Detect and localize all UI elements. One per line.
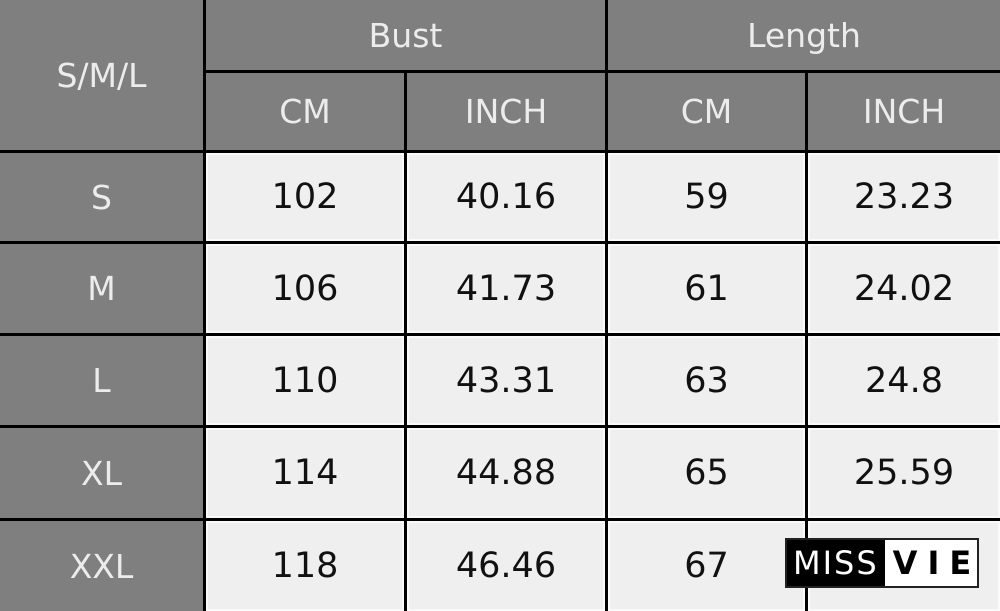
table-cell: 25.59: [808, 428, 1000, 518]
table-cell: 102: [206, 153, 404, 241]
table-cell: 118: [206, 521, 404, 611]
table-cell: 65: [608, 428, 805, 518]
table-cell: 24.8: [808, 336, 1000, 425]
table-cell: 63: [608, 336, 805, 425]
table-cell: 106: [206, 244, 404, 333]
header-unit: CM: [206, 73, 404, 150]
header-bust: Bust: [206, 0, 605, 70]
table-cell: 61: [608, 244, 805, 333]
row-size-label: M: [0, 244, 203, 333]
table-cell: 110: [206, 336, 404, 425]
table-cell: 44.88: [407, 428, 605, 518]
table-cell: 114: [206, 428, 404, 518]
logo-part-vie: VIE: [892, 544, 982, 582]
header-unit: INCH: [808, 73, 1000, 150]
table-cell: 67: [608, 521, 805, 611]
table-cell: 23.23: [808, 153, 1000, 241]
row-size-label: XXL: [0, 521, 203, 611]
table-cell: 24.02: [808, 244, 1000, 333]
header-length: Length: [608, 0, 1000, 70]
row-size-label: L: [0, 336, 203, 425]
header-corner: S/M/L: [0, 0, 203, 150]
missvie-logo: MISS VIE: [785, 538, 979, 588]
table-cell: 40.16: [407, 153, 605, 241]
header-unit: CM: [608, 73, 805, 150]
table-cell: 59: [608, 153, 805, 241]
header-unit: INCH: [407, 73, 605, 150]
table-cell: 46.46: [407, 521, 605, 611]
row-size-label: XL: [0, 428, 203, 518]
logo-part-miss: MISS: [787, 540, 885, 586]
table-cell: 41.73: [407, 244, 605, 333]
table-cell: 43.31: [407, 336, 605, 425]
row-size-label: S: [0, 153, 203, 241]
